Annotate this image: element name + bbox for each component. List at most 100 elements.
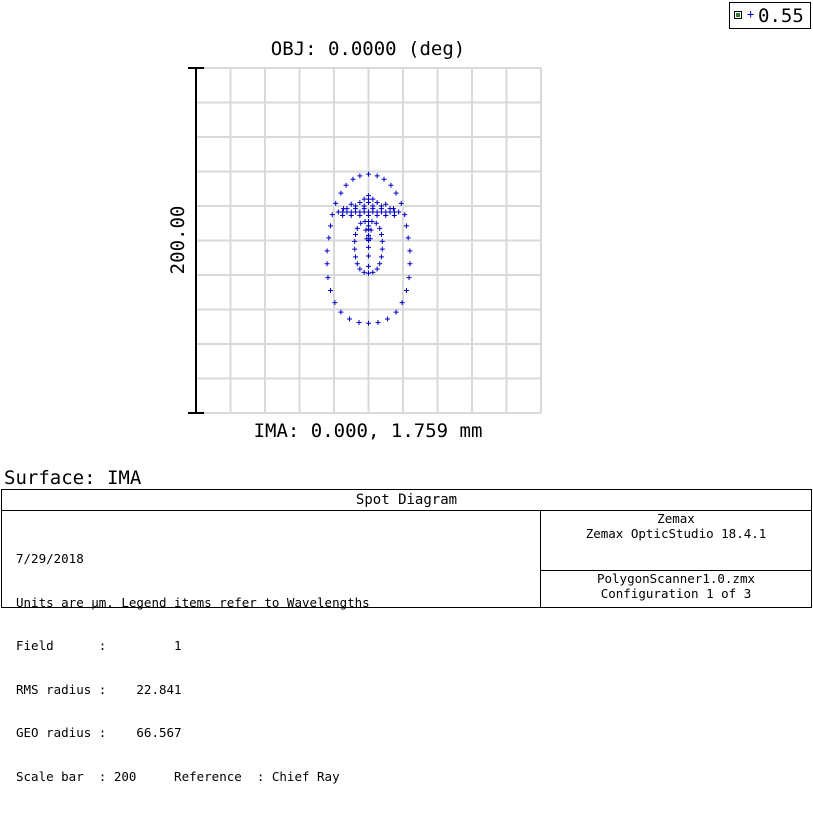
info-units: Units are µm. Legend items refer to Wave… <box>16 594 370 610</box>
spot-point <box>366 244 371 250</box>
spot-point <box>324 248 330 254</box>
software-version: Zemax OpticStudio 18.4.1 <box>585 525 767 541</box>
spot-point <box>379 238 385 244</box>
spot-point <box>370 196 376 202</box>
info-rms-radius: RMS radius : 22.841 <box>16 681 182 697</box>
scale-bar <box>188 67 204 414</box>
spot-point <box>366 320 371 326</box>
spot-point <box>407 261 413 267</box>
chart-xlabel: IMA: 0.000, 1.759 mm <box>254 420 483 442</box>
spot-point <box>366 270 371 276</box>
spot-point <box>396 209 402 215</box>
spot-point <box>340 212 346 218</box>
spot-point <box>343 182 349 188</box>
info-date: 7/29/2018 <box>16 551 84 566</box>
spot-point <box>374 173 380 179</box>
spot-point <box>366 226 371 232</box>
divider <box>540 570 811 571</box>
spot-point <box>374 212 380 218</box>
spot-point <box>357 212 363 218</box>
spot-point <box>353 231 359 237</box>
spot-point <box>369 219 375 225</box>
spot-point <box>354 261 360 267</box>
info-geo-radius: GEO radius : 66.567 <box>16 725 182 740</box>
surface-label: Surface: IMA <box>4 467 142 489</box>
spot-point <box>362 219 368 225</box>
scale-bar-label: 200.00 <box>167 206 189 275</box>
spot-point <box>399 300 405 306</box>
divider <box>540 510 541 607</box>
legend-label: 0.55 <box>758 5 804 27</box>
spot-point <box>391 206 397 212</box>
spot-point <box>370 269 376 275</box>
spot-point <box>361 196 367 202</box>
spot-point <box>333 200 339 206</box>
spot-point <box>391 212 397 218</box>
spot-point <box>384 316 390 322</box>
spot-point <box>324 261 330 267</box>
spot-point <box>332 300 338 306</box>
spot-point <box>370 203 376 209</box>
company-name: Zemax <box>657 511 695 526</box>
legend: + 0.55 <box>729 2 811 29</box>
spot-point <box>379 246 385 252</box>
spot-point <box>374 200 380 206</box>
spot-point <box>348 212 354 218</box>
spot-points <box>324 171 413 326</box>
spot-point <box>328 223 334 229</box>
spot-point <box>388 182 394 188</box>
spot-point <box>340 206 346 212</box>
spot-point <box>357 200 363 206</box>
spot-point <box>352 246 358 252</box>
spot-point <box>366 171 371 177</box>
spot-point <box>325 275 331 281</box>
spot-point <box>403 223 409 229</box>
info-field: Field : 1 <box>16 638 182 653</box>
spot-point <box>398 200 404 206</box>
spot-point <box>366 212 371 218</box>
spot-point <box>393 190 399 196</box>
spot-point <box>407 248 413 254</box>
spot-point <box>361 203 367 209</box>
spot-point <box>326 235 332 241</box>
spot-point <box>378 203 384 209</box>
spot-point <box>358 220 364 226</box>
spot-point <box>405 235 411 241</box>
spot-point <box>338 190 344 196</box>
spot-point <box>352 238 358 244</box>
spot-diagram-chart: OBJ: 0.0000 (deg) 200.00 IMA: 0.000, 1.7… <box>167 38 542 442</box>
file-info: PolygonScanner1.0.zmx Configuration 1 of… <box>541 571 811 601</box>
spot-point <box>363 227 369 233</box>
spot-point <box>403 288 409 294</box>
spot-point <box>377 261 383 267</box>
spot-point <box>378 231 384 237</box>
spot-point <box>366 193 371 199</box>
spot-point <box>366 263 371 269</box>
spot-point <box>366 253 371 259</box>
spot-point <box>361 269 367 275</box>
spot-point <box>350 176 356 182</box>
legend-checkbox[interactable] <box>734 11 742 19</box>
spot-point <box>357 266 363 272</box>
info-title: Spot Diagram <box>2 490 811 511</box>
spot-point <box>393 309 399 315</box>
spot-point <box>381 176 387 182</box>
spot-point <box>366 232 371 238</box>
info-details: 7/29/2018 Units are µm. Legend items ref… <box>16 523 370 813</box>
spot-point <box>378 254 384 260</box>
spot-point <box>368 227 374 233</box>
spot-point <box>406 275 412 281</box>
spot-point <box>367 236 373 242</box>
spot-point <box>348 201 354 207</box>
spot-point <box>354 225 360 231</box>
spot-point <box>328 288 334 294</box>
spot-point <box>356 319 362 325</box>
file-name: PolygonScanner1.0.zmx <box>596 571 756 586</box>
spot-point <box>335 209 341 215</box>
spot-point <box>329 212 335 218</box>
configuration: Configuration 1 of 3 <box>600 585 752 601</box>
spot-point <box>353 203 359 209</box>
spot-point <box>383 201 389 207</box>
spot-point <box>402 212 408 218</box>
plus-marker-icon: + <box>747 7 755 21</box>
